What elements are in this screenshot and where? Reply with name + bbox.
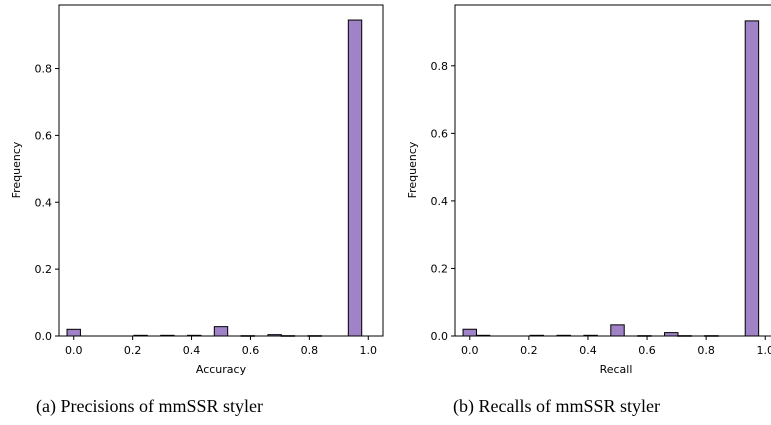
chart-recalls: 0.0 0.2 0.4 0.6 0.8 1.0 0.0 0.2 0.4 0.6 0.8 Recal… (406, 5, 771, 417)
histogram-bar (476, 335, 489, 336)
plot-frame (455, 5, 771, 336)
x-tick-label: 0.8 (697, 344, 715, 357)
y-tick-label: 0.6 (431, 127, 449, 140)
histogram-bar (530, 335, 543, 336)
histogram-bar (134, 335, 147, 336)
x-tick-label: 0.2 (124, 344, 142, 357)
histogram-bar (241, 336, 254, 337)
y-tick-label: 0.6 (35, 129, 53, 142)
x-tick-label: 0.8 (301, 344, 319, 357)
histogram-bar (348, 20, 361, 336)
histogram-bar (665, 333, 678, 336)
histogram-bar (611, 325, 624, 336)
bars-group (463, 21, 759, 336)
histogram-bar (705, 336, 718, 337)
histogram-bar (161, 335, 174, 336)
chart-precisions: 0.0 0.2 0.4 0.6 0.8 1.0 0.0 0.2 0.4 0.6 0.8 Accur… (10, 5, 383, 417)
y-tick-label: 0.2 (35, 263, 53, 276)
histogram-bar (268, 335, 281, 336)
x-ticks-group: 0.0 0.2 0.4 0.6 0.8 1.0 (65, 336, 377, 357)
histogram-bar (281, 336, 294, 337)
x-ticks-group: 0.0 0.2 0.4 0.6 0.8 1.0 (461, 336, 771, 357)
y-tick-label: 0.0 (35, 330, 53, 343)
caption: (a) Precisions of mmSSR styler (36, 396, 263, 417)
y-axis-label: Frequency (10, 141, 23, 198)
x-tick-label: 0.4 (579, 344, 597, 357)
histogram-bar (638, 336, 651, 337)
x-axis-label: Recall (600, 363, 633, 376)
histogram-bar (308, 336, 321, 337)
caption: (b) Recalls of mmSSR styler (453, 396, 660, 417)
x-tick-label: 0.0 (461, 344, 479, 357)
histogram-bar (584, 335, 597, 336)
x-tick-label: 0.6 (638, 344, 656, 357)
y-tick-label: 0.4 (431, 195, 449, 208)
bars-group (67, 20, 362, 336)
y-ticks-group: 0.0 0.2 0.4 0.6 0.8 (431, 60, 456, 343)
y-tick-label: 0.2 (431, 262, 449, 275)
histogram-bar (214, 327, 227, 336)
x-axis-label: Accuracy (196, 363, 247, 376)
y-tick-label: 0.8 (35, 63, 53, 76)
y-tick-label: 0.8 (431, 60, 449, 73)
histogram-bar (188, 335, 201, 336)
x-tick-label: 0.6 (242, 344, 260, 357)
x-tick-label: 0.2 (520, 344, 538, 357)
x-tick-label: 0.0 (65, 344, 83, 357)
histogram-bar (678, 336, 691, 337)
x-tick-label: 1.0 (756, 344, 771, 357)
histogram-bar (67, 329, 80, 336)
x-tick-label: 1.0 (360, 344, 378, 357)
plot-frame (59, 5, 383, 336)
y-axis-label: Frequency (406, 141, 419, 198)
histogram-bar (745, 21, 758, 336)
histogram-bar (463, 329, 476, 336)
x-tick-label: 0.4 (183, 344, 201, 357)
y-tick-label: 0.4 (35, 196, 53, 209)
y-tick-label: 0.0 (431, 330, 449, 343)
y-ticks-group: 0.0 0.2 0.4 0.6 0.8 (35, 63, 60, 343)
histogram-bar (557, 335, 570, 336)
